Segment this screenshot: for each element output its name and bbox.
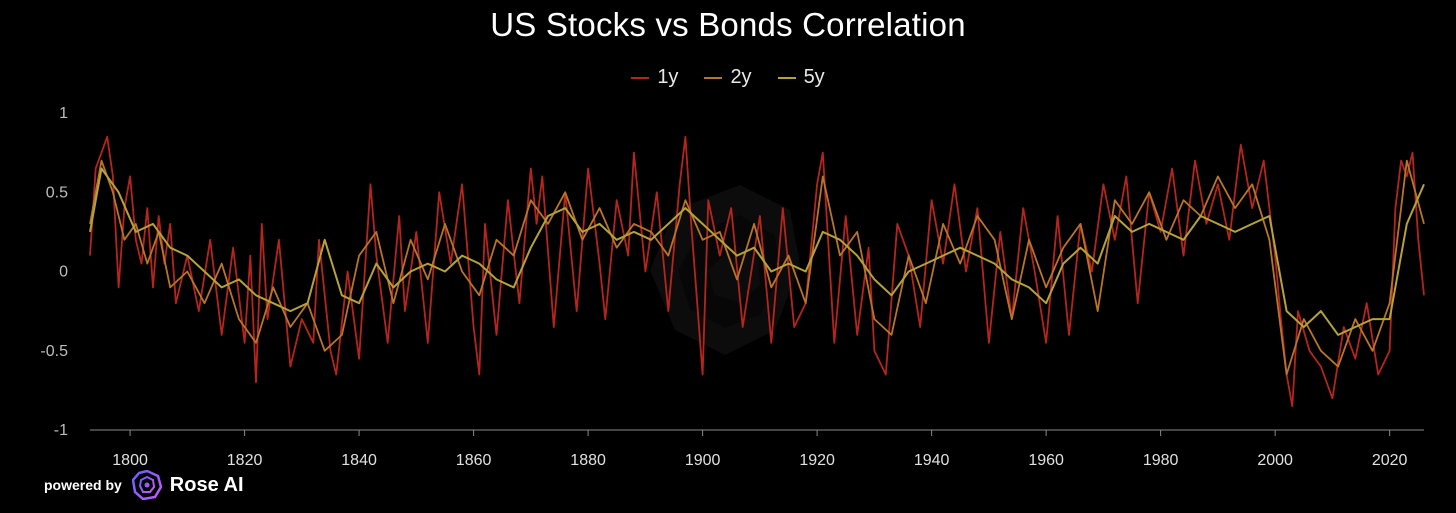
legend-item-1y[interactable]: 1y <box>631 66 678 89</box>
y-axis: 1 0.5 0 -0.5 -1 <box>40 105 68 439</box>
rose-ai-logo-icon <box>131 470 162 500</box>
legend-item-5y[interactable]: 5y <box>777 66 825 89</box>
powered-by-footer: powered by Rose AI <box>44 470 244 500</box>
chart-title: US Stocks vs Bonds Correlation <box>490 6 966 43</box>
legend-label-2y: 2y <box>730 66 752 88</box>
series-line-5y <box>89 167 1425 336</box>
y-tick-label: 0 <box>59 264 68 281</box>
x-tick-label: 1880 <box>570 452 606 469</box>
x-tick-label: 1960 <box>1028 452 1064 469</box>
legend-swatch-1y <box>631 76 650 79</box>
x-axis: 1800 1820 1840 1860 1880 1900 1920 1940 1960 1980… <box>112 430 1408 469</box>
series-lines <box>89 135 1425 408</box>
x-tick-label: 1820 <box>227 452 263 469</box>
legend-label-5y: 5y <box>803 66 825 88</box>
x-tick-label: 1940 <box>914 452 950 469</box>
x-tick-label: 1920 <box>799 452 835 469</box>
series-line-1y <box>89 135 1425 408</box>
y-tick-label: 0.5 <box>46 184 68 201</box>
x-tick-label: 1900 <box>685 452 721 469</box>
rose-ai-brand[interactable]: Rose AI <box>131 470 244 500</box>
legend-swatch-5y <box>777 76 796 79</box>
rose-ai-name: Rose AI <box>169 473 244 496</box>
legend-label-1y: 1y <box>657 66 679 88</box>
chart-legend: 1y 2y 5y <box>0 66 1456 89</box>
legend-swatch-2y <box>704 76 723 79</box>
x-tick-label: 2000 <box>1257 452 1293 469</box>
y-tick-label: -0.5 <box>40 343 68 360</box>
x-tick-label: 2020 <box>1372 452 1408 469</box>
x-tick-label: 1840 <box>341 452 377 469</box>
series-line-2y <box>89 159 1425 376</box>
x-tick-label: 1800 <box>112 452 148 469</box>
legend-item-2y[interactable]: 2y <box>704 66 752 89</box>
x-tick-label: 1860 <box>456 452 492 469</box>
y-tick-label: -1 <box>54 422 68 439</box>
x-tick-label: 1980 <box>1143 452 1179 469</box>
powered-by-label: powered by <box>44 477 122 493</box>
y-tick-label: 1 <box>59 105 68 122</box>
